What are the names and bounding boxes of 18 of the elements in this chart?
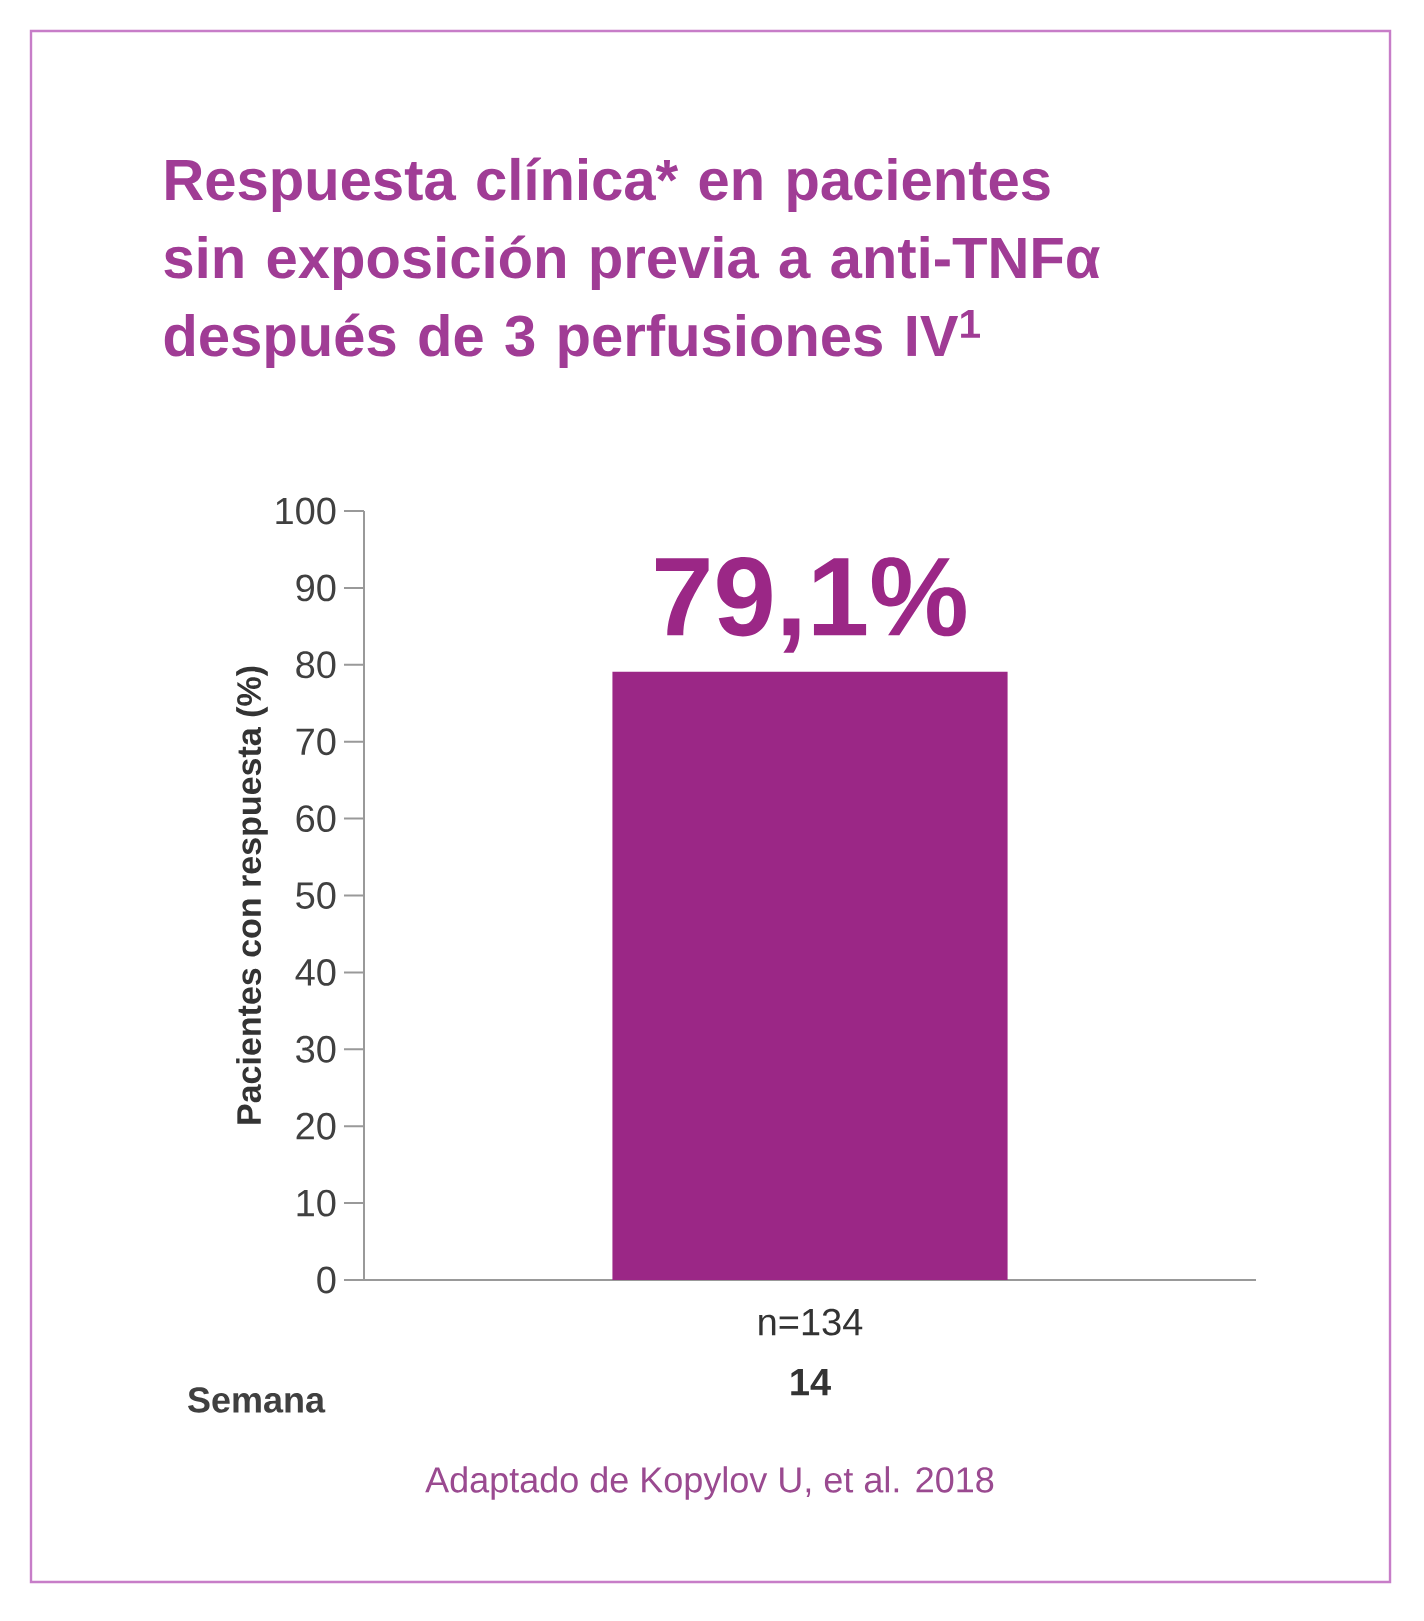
text: n=134 — [759, 1308, 863, 1336]
y-tick-label: 100 — [276, 497, 336, 525]
data-label: 79,1% — [656, 557, 966, 653]
y-tick-label: 30 — [296, 1035, 336, 1063]
x-tick-label: 14 — [791, 1369, 831, 1396]
y-tick-label: 60 — [296, 805, 336, 833]
y-tick-label: 20 — [296, 1112, 336, 1140]
y-tick-label: 70 — [296, 728, 336, 756]
y-axis-title: Pacientes con respuesta (%) — [236, 666, 268, 1124]
y-tick-label: 40 — [295, 958, 336, 986]
text: Adaptado de Kopylov U, et al. 2018 — [425, 1466, 994, 1500]
y-tick-label: 50 — [296, 882, 336, 909]
y-tick-label: 90 — [296, 574, 336, 602]
y-tick-label: 10 — [297, 1189, 336, 1217]
x-axis-title: Semana — [188, 1387, 326, 1413]
chart-title: Respuesta clínica* en pacientes sin exposición previa a anti-TNFα después de 3 perfusiones IV$^{1}$ — [164, 157, 1100, 368]
y-tick-label: 80 — [296, 651, 336, 679]
y-tick-label: 0 — [317, 1266, 336, 1294]
